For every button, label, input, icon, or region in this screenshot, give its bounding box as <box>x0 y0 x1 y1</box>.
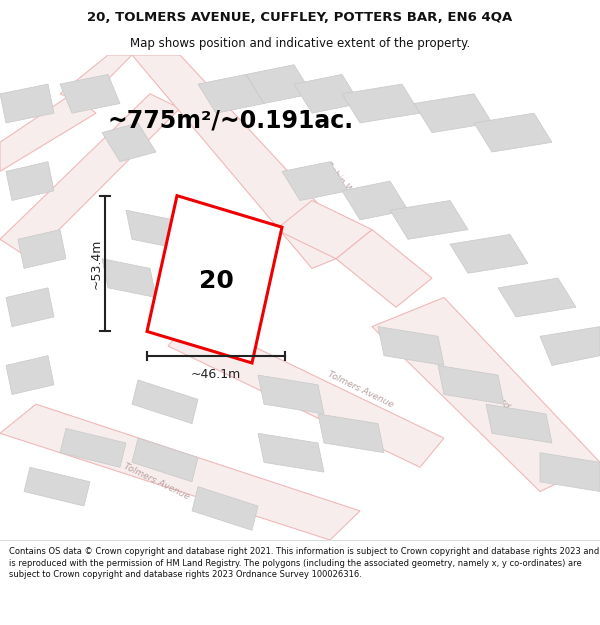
Text: ~775m²/~0.191ac.: ~775m²/~0.191ac. <box>108 109 354 132</box>
Polygon shape <box>132 55 360 268</box>
Polygon shape <box>18 229 66 268</box>
Polygon shape <box>294 74 360 113</box>
Polygon shape <box>60 74 120 113</box>
Text: Robin Way: Robin Way <box>323 160 361 202</box>
Text: Tolmers Avenue: Tolmers Avenue <box>326 370 394 409</box>
Polygon shape <box>540 452 600 491</box>
Polygon shape <box>498 278 576 317</box>
Polygon shape <box>168 317 444 468</box>
Polygon shape <box>276 201 372 259</box>
Polygon shape <box>24 468 90 506</box>
Polygon shape <box>147 196 282 363</box>
Polygon shape <box>336 229 432 308</box>
Polygon shape <box>246 65 312 104</box>
Polygon shape <box>0 84 54 123</box>
Text: 20: 20 <box>199 269 233 292</box>
Text: ~46.1m: ~46.1m <box>191 368 241 381</box>
Text: Orchard Close: Orchard Close <box>480 377 528 432</box>
Polygon shape <box>198 74 264 113</box>
Polygon shape <box>282 162 348 201</box>
Text: ~53.4m: ~53.4m <box>89 238 103 289</box>
Polygon shape <box>372 298 600 491</box>
Polygon shape <box>258 433 324 472</box>
Polygon shape <box>378 327 444 366</box>
Polygon shape <box>318 414 384 452</box>
Polygon shape <box>474 113 552 152</box>
Polygon shape <box>342 84 420 123</box>
Text: Map shows position and indicative extent of the property.: Map shows position and indicative extent… <box>130 38 470 51</box>
Polygon shape <box>162 278 216 317</box>
Polygon shape <box>6 356 54 394</box>
Polygon shape <box>126 210 180 249</box>
Polygon shape <box>60 429 126 468</box>
Polygon shape <box>0 94 96 171</box>
Polygon shape <box>6 288 54 327</box>
Polygon shape <box>486 404 552 443</box>
Polygon shape <box>132 380 198 424</box>
Polygon shape <box>540 327 600 366</box>
Polygon shape <box>342 181 408 220</box>
Text: Contains OS data © Crown copyright and database right 2021. This information is : Contains OS data © Crown copyright and d… <box>9 547 599 579</box>
Polygon shape <box>438 366 504 404</box>
Polygon shape <box>414 94 492 132</box>
Polygon shape <box>390 201 468 239</box>
Polygon shape <box>192 487 258 530</box>
Text: 20, TOLMERS AVENUE, CUFFLEY, POTTERS BAR, EN6 4QA: 20, TOLMERS AVENUE, CUFFLEY, POTTERS BAR… <box>88 11 512 24</box>
Polygon shape <box>258 375 324 414</box>
Polygon shape <box>102 259 156 298</box>
Polygon shape <box>6 162 54 201</box>
Polygon shape <box>450 234 528 273</box>
Polygon shape <box>0 94 180 259</box>
Polygon shape <box>60 55 132 104</box>
Text: Tolmers Avenue: Tolmers Avenue <box>122 462 190 502</box>
Polygon shape <box>0 404 360 540</box>
Polygon shape <box>102 123 156 162</box>
Polygon shape <box>132 438 198 482</box>
